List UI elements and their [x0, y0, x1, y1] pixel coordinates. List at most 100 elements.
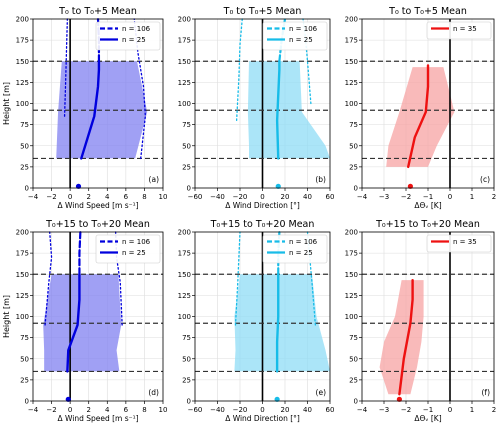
- legend-label: n = 106: [289, 238, 318, 246]
- y-tick-label: 150: [178, 271, 191, 279]
- y-tick-label: 150: [178, 58, 191, 66]
- x-axis-label: Δ Wind Direction [°]: [225, 414, 300, 423]
- spread-band: [386, 67, 455, 167]
- x-tick-label: −2: [46, 406, 56, 414]
- x-tick-label: 2: [492, 193, 496, 201]
- x-tick-label: 8: [142, 406, 146, 414]
- x-axis-label: Δ Wind Speed [m s⁻¹]: [57, 414, 138, 423]
- panel-title: T₀+15 to T₀+20 Mean: [375, 219, 480, 230]
- x-tick-label: 10: [159, 193, 168, 201]
- x-tick-label: 0: [448, 193, 452, 201]
- y-tick-label: 25: [20, 163, 29, 171]
- x-tick-label: −4: [357, 406, 368, 414]
- x-tick-label: −40: [210, 406, 225, 414]
- y-tick-label: 175: [345, 37, 358, 45]
- y-tick-label: 125: [345, 79, 358, 87]
- spread-band: [247, 61, 330, 159]
- x-tick-label: −40: [210, 193, 225, 201]
- y-tick-label: 150: [16, 271, 29, 279]
- y-tick-label: 150: [345, 58, 358, 66]
- x-tick-label: −60: [188, 406, 203, 414]
- panel-title: T₀+15 to T₀+20 Mean: [45, 219, 150, 230]
- y-tick-label: 0: [354, 185, 358, 193]
- x-tick-label: −2: [401, 406, 411, 414]
- y-tick-label: 200: [178, 16, 191, 24]
- x-tick-label: −20: [233, 406, 248, 414]
- x-tick-label: −3: [379, 406, 389, 414]
- y-tick-label: 50: [182, 355, 191, 363]
- x-axis-label: Δ Wind Speed [m s⁻¹]: [57, 201, 138, 210]
- y-tick-label: 75: [182, 334, 191, 342]
- y-tick-label: 50: [20, 142, 29, 150]
- series-line-solid: [275, 60, 281, 160]
- x-tick-label: 40: [303, 406, 312, 414]
- y-tick-label: 125: [178, 79, 191, 87]
- y-tick-label: 125: [345, 292, 358, 300]
- y-tick-label: 100: [16, 100, 29, 108]
- series-line-solid: [398, 278, 414, 396]
- y-axis-label: Height [m]: [2, 295, 11, 338]
- legend-label: n = 35: [453, 238, 477, 246]
- y-tick-label: 25: [182, 163, 191, 171]
- x-tick-label: 1: [470, 406, 474, 414]
- y-tick-label: 0: [25, 398, 29, 406]
- x-tick-label: 0: [260, 406, 264, 414]
- panel-letter: (c): [480, 175, 490, 184]
- x-tick-label: 4: [105, 406, 110, 414]
- x-tick-label: 20: [281, 193, 290, 201]
- y-tick-label: 200: [16, 229, 29, 237]
- legend-label: n = 106: [122, 238, 151, 246]
- x-tick-label: 60: [326, 193, 335, 201]
- x-tick-label: 2: [86, 406, 90, 414]
- y-tick-label: 25: [20, 376, 29, 384]
- y-tick-label: 200: [178, 229, 191, 237]
- y-tick-label: 175: [16, 250, 29, 258]
- series-line-solid: [407, 64, 430, 169]
- y-tick-label: 50: [349, 355, 358, 363]
- legend-box: [426, 234, 492, 253]
- y-tick-label: 175: [178, 37, 191, 45]
- legend-box: [426, 21, 492, 40]
- x-tick-label: 60: [326, 406, 335, 414]
- panel-b: −60 −40 −20 0 20 40 60 0 25 50 75 100 125 150 175 200 T₀…: [178, 6, 335, 210]
- panel-letter: (b): [315, 175, 326, 184]
- x-tick-label: −1: [423, 406, 433, 414]
- y-tick-label: 175: [345, 250, 358, 258]
- x-tick-label: 2: [86, 193, 90, 201]
- x-axis-label: ΔΘᵥ [K]: [414, 414, 441, 423]
- x-tick-label: −4: [357, 193, 368, 201]
- x-tick-label: −2: [46, 193, 56, 201]
- series-line-solid: [275, 273, 280, 373]
- x-tick-label: −4: [28, 193, 39, 201]
- series-line-dotted-bound: [234, 231, 241, 326]
- y-tick-label: 150: [16, 58, 29, 66]
- x-tick-label: 0: [68, 406, 72, 414]
- legend-label: n = 25: [122, 36, 146, 44]
- panel-title: T₀ to T₀+5 Mean: [223, 6, 302, 17]
- y-tick-label: 50: [182, 142, 191, 150]
- legend-label: n = 106: [289, 25, 318, 33]
- x-tick-label: 2: [492, 406, 496, 414]
- x-tick-label: −2: [401, 193, 411, 201]
- y-tick-label: 100: [345, 313, 358, 321]
- x-tick-label: 40: [303, 193, 312, 201]
- panel-letter: (f): [482, 388, 491, 397]
- y-tick-label: 25: [349, 163, 358, 171]
- y-tick-label: 0: [25, 185, 29, 193]
- y-tick-label: 200: [345, 229, 358, 237]
- y-axis-label: Height [m]: [2, 82, 11, 125]
- x-tick-label: −60: [188, 193, 203, 201]
- y-tick-label: 75: [20, 121, 29, 129]
- x-tick-label: 4: [105, 193, 110, 201]
- series-line-dotted-bound: [235, 18, 243, 122]
- legend-label: n = 25: [289, 249, 313, 257]
- y-tick-label: 200: [345, 16, 358, 24]
- y-tick-label: 175: [16, 37, 29, 45]
- panel-letter: (d): [148, 388, 159, 397]
- series-line-dotted-bound: [63, 18, 69, 117]
- panel-c: −4 −3 −2 −1 0 1 2 0 25 50 75 100 125 150 175 200 T₀ to T…: [345, 6, 497, 210]
- y-tick-label: 75: [349, 121, 358, 129]
